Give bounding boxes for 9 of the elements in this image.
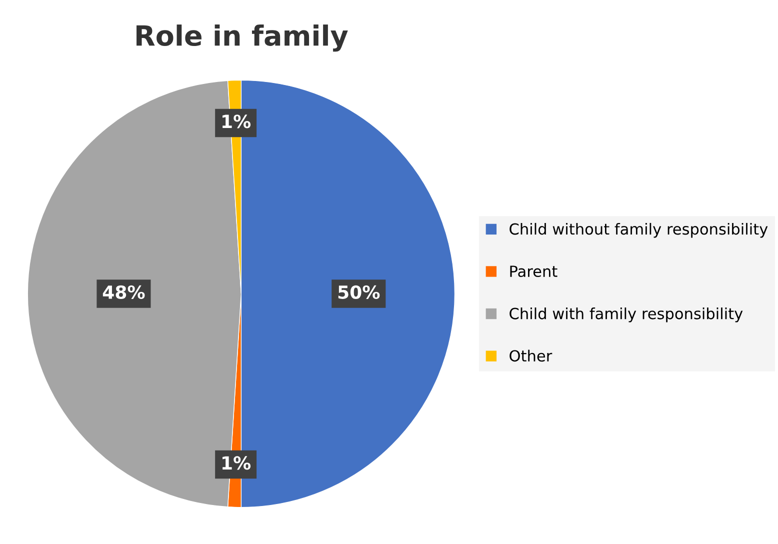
data-label: 48% — [102, 285, 145, 299]
data-label: 50% — [338, 285, 380, 299]
chart-title: Role in family — [136, 24, 348, 52]
data-label: 1% — [222, 114, 251, 128]
legend-label: Other — [510, 350, 552, 362]
legend-label: Child with family responsibility — [510, 308, 743, 322]
data-label: 1% — [222, 456, 251, 470]
legend-label: Child without family responsibility — [510, 222, 768, 238]
legend-label: Parent — [510, 266, 558, 278]
